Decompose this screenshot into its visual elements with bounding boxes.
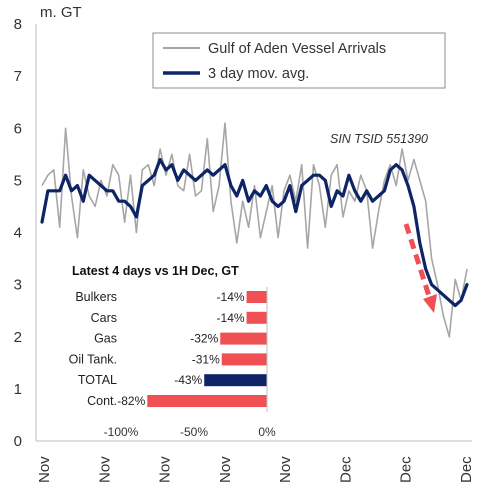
legend-label-vessel-arrivals: Gulf of Aden Vessel Arrivals: [208, 41, 386, 57]
inset-bar: [204, 374, 267, 387]
inset-bar-chart: Latest 4 days vs 1H Dec, GT Bulkers -14% C…: [63, 260, 286, 440]
legend-label-moving-average: 3 day mov. avg.: [208, 66, 309, 82]
x-tick-label: Dec: [458, 456, 475, 483]
y-axis-label: m. GT: [40, 4, 82, 21]
inset-value-label: -14%: [217, 311, 245, 325]
annotation-sin-tsid: SIN TSID 551390: [330, 132, 428, 146]
x-tick-label: Dec: [398, 456, 415, 483]
inset-value-label: -82%: [117, 394, 145, 408]
x-tick-label: Nov: [277, 456, 294, 483]
inset-category-label: Gas: [94, 332, 117, 346]
inset-category-label: Oil Tank.: [69, 352, 117, 366]
inset-bar: [246, 311, 267, 324]
y-tick-label: 4: [14, 225, 22, 242]
inset-tick-label: -100%: [104, 425, 139, 439]
y-tick-label: 6: [14, 120, 22, 137]
x-tick-label: Nov: [157, 456, 174, 483]
y-tick-labels: 0 1 2 3 4 5 6 7 8: [14, 16, 22, 450]
inset-bar: [246, 291, 267, 303]
decline-arrow-icon: [403, 223, 437, 313]
y-tick-label: 2: [14, 329, 22, 346]
y-tick-label: 0: [14, 433, 22, 450]
x-tick-label: Nov: [96, 456, 113, 483]
legend-box: [152, 32, 446, 89]
y-tick-label: 5: [14, 172, 22, 189]
y-tick-label: 8: [14, 16, 22, 33]
inset-category-label: Bulkers: [75, 290, 117, 304]
series-line-moving-average: [40, 157, 469, 308]
x-tick-labels: Nov Nov Nov Nov Nov Dec Dec Dec: [36, 456, 475, 483]
series-line-vessel-arrivals: [41, 122, 468, 338]
inset-bars: Bulkers -14% Cars -14% Gas -32% Oil Tank. -31% T…: [69, 290, 267, 408]
inset-value-label: -43%: [174, 373, 202, 387]
legend: Gulf of Aden Vessel Arrivals 3 day mov. …: [152, 32, 446, 89]
inset-bar: [221, 353, 267, 366]
y-tick-label: 3: [14, 277, 22, 294]
inset-value-label: -31%: [192, 352, 220, 366]
inset-category-label: TOTAL: [78, 373, 117, 387]
y-tick-label: 7: [14, 68, 22, 85]
inset-tick-labels: -100% -50% 0%: [104, 425, 276, 439]
y-tick-label: 1: [14, 381, 22, 398]
x-tick-label: Nov: [217, 456, 234, 483]
inset-value-label: -14%: [217, 290, 245, 304]
inset-category-label: Cars: [91, 311, 117, 325]
inset-bar: [147, 395, 267, 407]
inset-bar: [220, 332, 267, 345]
inset-value-label: -32%: [190, 332, 218, 346]
x-tick-label: Dec: [337, 456, 354, 483]
inset-category-label: Cont.: [87, 394, 117, 408]
inset-title: Latest 4 days vs 1H Dec, GT: [72, 264, 239, 278]
x-tick-label: Nov: [36, 456, 53, 483]
inset-tick-label: -50%: [180, 425, 208, 439]
inset-tick-label: 0%: [258, 425, 276, 439]
inset-background: [63, 260, 286, 440]
